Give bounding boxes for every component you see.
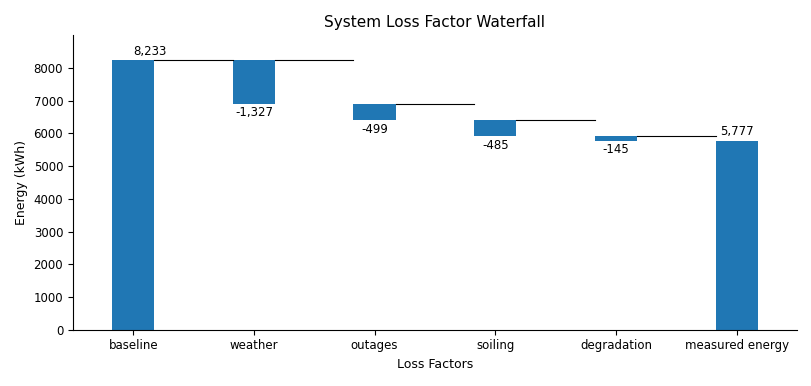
Bar [353,104,395,120]
Y-axis label: Energy (kWh): Energy (kWh) [15,140,28,225]
Text: -499: -499 [361,123,388,136]
Text: 5,777: 5,777 [719,125,753,138]
Text: -145: -145 [602,143,629,156]
Text: 8,233: 8,233 [133,45,166,58]
Bar [714,141,757,330]
Text: -485: -485 [482,139,508,152]
Text: -1,327: -1,327 [234,107,272,119]
Bar [233,61,275,104]
Bar [594,136,637,141]
Bar [474,120,516,136]
Title: System Loss Factor Waterfall: System Loss Factor Waterfall [324,15,545,30]
Bar [112,61,154,330]
X-axis label: Loss Factors: Loss Factors [397,358,473,371]
